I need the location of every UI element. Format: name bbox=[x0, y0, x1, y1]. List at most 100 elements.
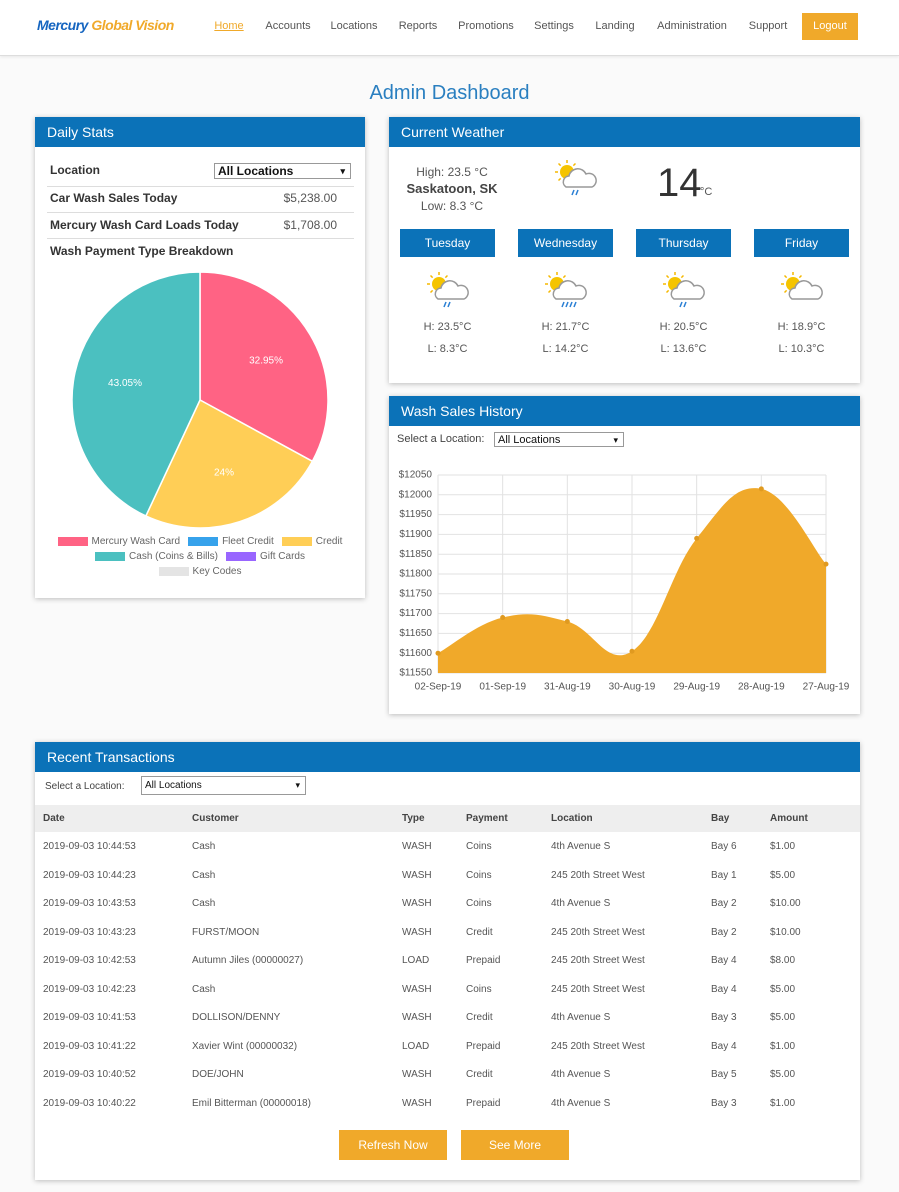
point bbox=[758, 486, 764, 492]
legend-swatch bbox=[281, 537, 312, 546]
table-cell: DOLLISON/DENNY bbox=[192, 1012, 281, 1023]
forecast-high: H: 20.5°C bbox=[659, 321, 708, 333]
high: High: 23.5 °C bbox=[416, 165, 488, 179]
weather-panel: Current Weather High: 23.5 °C Saskatoon, S… bbox=[389, 117, 860, 383]
sun-ray bbox=[783, 289, 788, 294]
legend-swatch bbox=[57, 537, 88, 546]
y-tick-label: $11950 bbox=[399, 509, 432, 520]
chart-title: Wash Payment Type Breakdown bbox=[50, 244, 234, 258]
legend-item: Mercury Wash Card bbox=[57, 536, 181, 547]
sun-ray bbox=[572, 162, 577, 167]
nav-link[interactable]: Settings bbox=[534, 20, 574, 32]
nav-link[interactable]: Landing bbox=[595, 20, 635, 32]
low: Low: 8.3 °C bbox=[420, 199, 484, 213]
table-cell: WASH bbox=[402, 1069, 432, 1080]
weather-icon bbox=[555, 160, 597, 196]
location-select[interactable]: All Locations bbox=[214, 163, 351, 179]
table-cell: 245 20th Street West bbox=[551, 869, 645, 881]
table-cell: WASH bbox=[402, 841, 432, 852]
location-select[interactable]: All Locations bbox=[494, 432, 624, 447]
legend-label: Mercury Wash Card bbox=[91, 536, 181, 547]
table-cell: WASH bbox=[402, 926, 432, 938]
table-cell: Coins bbox=[466, 898, 492, 909]
column-header: Customer bbox=[192, 813, 239, 824]
table-cell: Credit bbox=[466, 1069, 493, 1080]
action-button[interactable]: See More bbox=[461, 1130, 569, 1160]
table-cell: $5.00 bbox=[770, 983, 796, 995]
select-label: Select a Location: bbox=[45, 781, 125, 792]
cloud bbox=[562, 168, 597, 188]
sun-ray bbox=[429, 289, 434, 294]
nav-link[interactable]: Administration bbox=[657, 20, 727, 32]
weather-icon bbox=[663, 272, 705, 308]
y-tick-label: $11550 bbox=[399, 668, 432, 679]
sun-ray bbox=[547, 274, 552, 279]
nav-link[interactable]: Promotions bbox=[458, 20, 514, 32]
daily-stats-panel: Daily Stats Location All Locations Car Wash… bbox=[35, 117, 365, 598]
point bbox=[694, 535, 700, 541]
nav-link[interactable]: Locations bbox=[330, 20, 378, 32]
table-cell: WASH bbox=[402, 898, 432, 909]
forecast-low: L: 8.3°C bbox=[427, 343, 468, 355]
forecast-high: H: 23.5°C bbox=[423, 321, 472, 333]
table-cell: 245 20th Street West bbox=[551, 983, 645, 995]
table-cell: Prepaid bbox=[466, 1040, 501, 1052]
logo: Mercury Global Vision bbox=[37, 17, 174, 33]
table-cell: Bay 1 bbox=[711, 869, 737, 881]
legend-item: Credit bbox=[281, 536, 342, 547]
table-cell: Bay 6 bbox=[711, 841, 737, 852]
rain bbox=[447, 301, 451, 308]
table-cell: Coins bbox=[466, 869, 492, 881]
table-cell: Bay 5 bbox=[711, 1069, 737, 1080]
slice-label: 32.95% bbox=[249, 355, 283, 366]
nav-link[interactable]: Support bbox=[748, 20, 788, 32]
pie-slice bbox=[199, 271, 329, 463]
rain bbox=[569, 301, 573, 308]
legend-label: Key Codes bbox=[192, 566, 242, 577]
table-cell: Coins bbox=[466, 841, 492, 852]
action-button[interactable]: Refresh Now bbox=[339, 1130, 447, 1160]
nav-link[interactable]: Reports bbox=[398, 20, 438, 32]
sun-ray bbox=[429, 274, 434, 279]
x-tick-label: 29-Aug-19 bbox=[673, 682, 720, 693]
y-tick-label: $11600 bbox=[399, 648, 432, 659]
table-cell: $1.00 bbox=[770, 1040, 796, 1052]
stat-value: $5,238.00 bbox=[283, 191, 337, 205]
pie-slice bbox=[71, 271, 201, 517]
table-cell: WASH bbox=[402, 1097, 432, 1109]
pie-slice bbox=[144, 398, 314, 529]
page-title: Admin Dashboard bbox=[369, 82, 530, 104]
area bbox=[438, 488, 826, 673]
sun-ray bbox=[562, 274, 567, 279]
table-cell: Prepaid bbox=[466, 955, 501, 966]
table-cell: Bay 2 bbox=[711, 926, 737, 938]
panel-title: Current Weather bbox=[389, 117, 860, 147]
sun-ray bbox=[665, 274, 670, 279]
table-cell: 2019-09-03 10:44:53 bbox=[43, 841, 136, 852]
table-cell: Bay 4 bbox=[711, 955, 737, 966]
y-tick-label: $11800 bbox=[399, 569, 432, 580]
point bbox=[500, 615, 506, 621]
table-cell: Prepaid bbox=[466, 1097, 501, 1109]
y-tick-label: $11750 bbox=[399, 588, 432, 599]
table-cell: Emil Bitterman (00000018) bbox=[192, 1097, 311, 1109]
nav-link[interactable]: Accounts bbox=[265, 20, 311, 32]
y-tick-label: $12050 bbox=[399, 470, 433, 481]
panel-title: Daily Stats bbox=[35, 117, 365, 147]
logout-button[interactable]: Logout bbox=[802, 13, 858, 40]
point bbox=[435, 650, 441, 656]
table-cell: 2019-09-03 10:40:52 bbox=[43, 1069, 136, 1080]
point bbox=[629, 648, 635, 654]
table-cell: 2019-09-03 10:44:23 bbox=[43, 869, 136, 881]
table-cell: DOE/JOHN bbox=[192, 1069, 244, 1080]
column-header: Date bbox=[43, 813, 65, 824]
location-label: Location bbox=[50, 163, 100, 177]
column-header: Location bbox=[551, 813, 593, 824]
table-cell: 245 20th Street West bbox=[551, 955, 645, 966]
column-header: Type bbox=[402, 813, 425, 824]
location-select[interactable]: All Locations bbox=[141, 776, 306, 795]
nav-link[interactable]: Home bbox=[214, 20, 244, 32]
table-cell: Bay 2 bbox=[711, 898, 737, 909]
forecast-day: Friday bbox=[754, 229, 849, 257]
y-tick-label: $12000 bbox=[399, 489, 433, 500]
